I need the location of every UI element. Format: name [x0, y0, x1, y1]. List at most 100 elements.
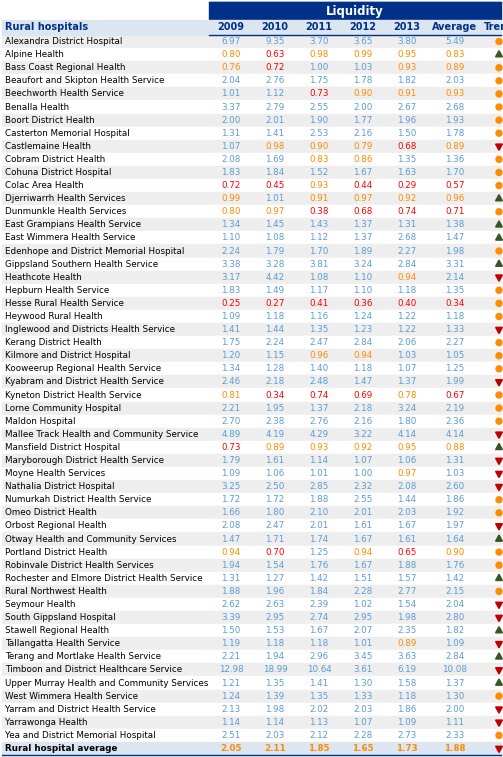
Text: Kyabram and District Health Service: Kyabram and District Health Service — [5, 378, 164, 386]
Text: 1.13: 1.13 — [309, 718, 328, 727]
Text: 4.19: 4.19 — [266, 430, 285, 439]
Text: 0.93: 0.93 — [309, 443, 328, 452]
Text: 2.32: 2.32 — [354, 482, 373, 491]
Text: 0.89: 0.89 — [445, 64, 465, 72]
Bar — [2, 598, 501, 611]
Text: 2.14: 2.14 — [446, 273, 465, 282]
Text: 1.76: 1.76 — [309, 561, 328, 570]
Circle shape — [496, 248, 502, 254]
Text: 2.55: 2.55 — [353, 495, 373, 504]
Text: Kerang District Health: Kerang District Health — [5, 338, 102, 347]
Text: 1.61: 1.61 — [354, 522, 373, 531]
Text: 0.94: 0.94 — [354, 547, 373, 556]
Bar — [2, 257, 501, 271]
Polygon shape — [495, 603, 502, 609]
Text: 0.36: 0.36 — [353, 299, 373, 308]
Polygon shape — [495, 641, 502, 648]
Text: 18.99: 18.99 — [263, 665, 287, 674]
Text: 1.34: 1.34 — [221, 220, 240, 229]
Bar — [2, 192, 501, 205]
Text: 1.07: 1.07 — [353, 456, 373, 465]
Text: 0.72: 0.72 — [265, 64, 285, 72]
Text: 2.08: 2.08 — [397, 482, 416, 491]
Text: 0.34: 0.34 — [265, 391, 285, 400]
Text: 1.88: 1.88 — [444, 744, 466, 753]
Text: 1.37: 1.37 — [445, 678, 465, 687]
Text: 1.06: 1.06 — [266, 469, 285, 478]
Text: 1.47: 1.47 — [354, 378, 373, 386]
Text: Hesse Rural Health Service: Hesse Rural Health Service — [5, 299, 124, 308]
Text: 2.01: 2.01 — [266, 116, 285, 125]
Text: 3.24: 3.24 — [354, 260, 373, 269]
Circle shape — [496, 301, 502, 307]
Circle shape — [496, 157, 502, 162]
Text: 2.27: 2.27 — [445, 338, 465, 347]
Text: 1.54: 1.54 — [266, 561, 285, 570]
Polygon shape — [495, 484, 502, 491]
Text: 1.03: 1.03 — [397, 351, 416, 360]
Text: Mallee Track Health and Community Service: Mallee Track Health and Community Servic… — [5, 430, 198, 439]
Polygon shape — [495, 458, 502, 465]
Text: 1.19: 1.19 — [221, 639, 240, 648]
Text: 1.36: 1.36 — [445, 155, 465, 164]
Text: 1.31: 1.31 — [397, 220, 416, 229]
Text: 0.34: 0.34 — [445, 299, 465, 308]
Text: 1.28: 1.28 — [266, 364, 285, 373]
Text: 2.47: 2.47 — [266, 522, 285, 531]
Text: 2.67: 2.67 — [397, 102, 416, 111]
Text: 0.97: 0.97 — [353, 194, 373, 203]
Text: 1.09: 1.09 — [221, 312, 240, 321]
Text: 1.61: 1.61 — [397, 534, 416, 544]
Text: 1.41: 1.41 — [309, 678, 328, 687]
Circle shape — [496, 313, 502, 319]
Text: 1.88: 1.88 — [309, 495, 328, 504]
Text: 2.03: 2.03 — [265, 731, 285, 740]
Text: 1.41: 1.41 — [266, 129, 285, 138]
Text: 2.00: 2.00 — [221, 116, 241, 125]
Text: 1.69: 1.69 — [266, 155, 285, 164]
Text: 1.35: 1.35 — [445, 286, 465, 294]
Text: 1.70: 1.70 — [309, 247, 328, 256]
Text: 1.10: 1.10 — [354, 273, 373, 282]
Bar — [2, 742, 501, 755]
Bar — [2, 74, 501, 87]
Bar — [2, 702, 501, 715]
Text: 0.74: 0.74 — [397, 207, 416, 217]
Text: Heathcote Health: Heathcote Health — [5, 273, 82, 282]
Polygon shape — [495, 195, 502, 201]
Text: 1.15: 1.15 — [266, 351, 285, 360]
Text: 0.41: 0.41 — [309, 299, 328, 308]
Circle shape — [496, 39, 502, 45]
Text: 2.18: 2.18 — [354, 403, 373, 413]
Bar — [2, 428, 501, 441]
Text: 1.35: 1.35 — [309, 325, 328, 334]
Bar — [2, 493, 501, 506]
Text: 0.89: 0.89 — [445, 142, 465, 151]
Text: Kyneton District Health Service: Kyneton District Health Service — [5, 391, 141, 400]
Text: Alexandra District Hospital: Alexandra District Hospital — [5, 37, 122, 46]
Text: 1.61: 1.61 — [266, 456, 285, 465]
Text: East Grampians Health Service: East Grampians Health Service — [5, 220, 141, 229]
Text: 1.98: 1.98 — [397, 613, 416, 622]
Bar — [2, 519, 501, 532]
Text: 0.68: 0.68 — [397, 142, 416, 151]
Polygon shape — [495, 234, 502, 240]
Polygon shape — [495, 575, 502, 581]
Text: 1.07: 1.07 — [397, 364, 416, 373]
Text: 1.30: 1.30 — [353, 678, 373, 687]
Text: 1.12: 1.12 — [266, 89, 285, 98]
Text: 1.09: 1.09 — [445, 639, 465, 648]
Text: 1.41: 1.41 — [221, 325, 240, 334]
Text: 1.01: 1.01 — [266, 194, 285, 203]
Text: 2.46: 2.46 — [221, 378, 240, 386]
Circle shape — [496, 209, 502, 215]
Text: 2.04: 2.04 — [221, 76, 240, 86]
Text: 2013: 2013 — [393, 23, 421, 33]
Text: 1.42: 1.42 — [446, 574, 465, 583]
Text: 1.24: 1.24 — [354, 312, 373, 321]
Bar — [209, 2, 501, 20]
Text: 2.47: 2.47 — [309, 338, 328, 347]
Text: Maryborough District Health Service: Maryborough District Health Service — [5, 456, 164, 465]
Text: 0.94: 0.94 — [397, 273, 416, 282]
Text: 0.91: 0.91 — [397, 89, 416, 98]
